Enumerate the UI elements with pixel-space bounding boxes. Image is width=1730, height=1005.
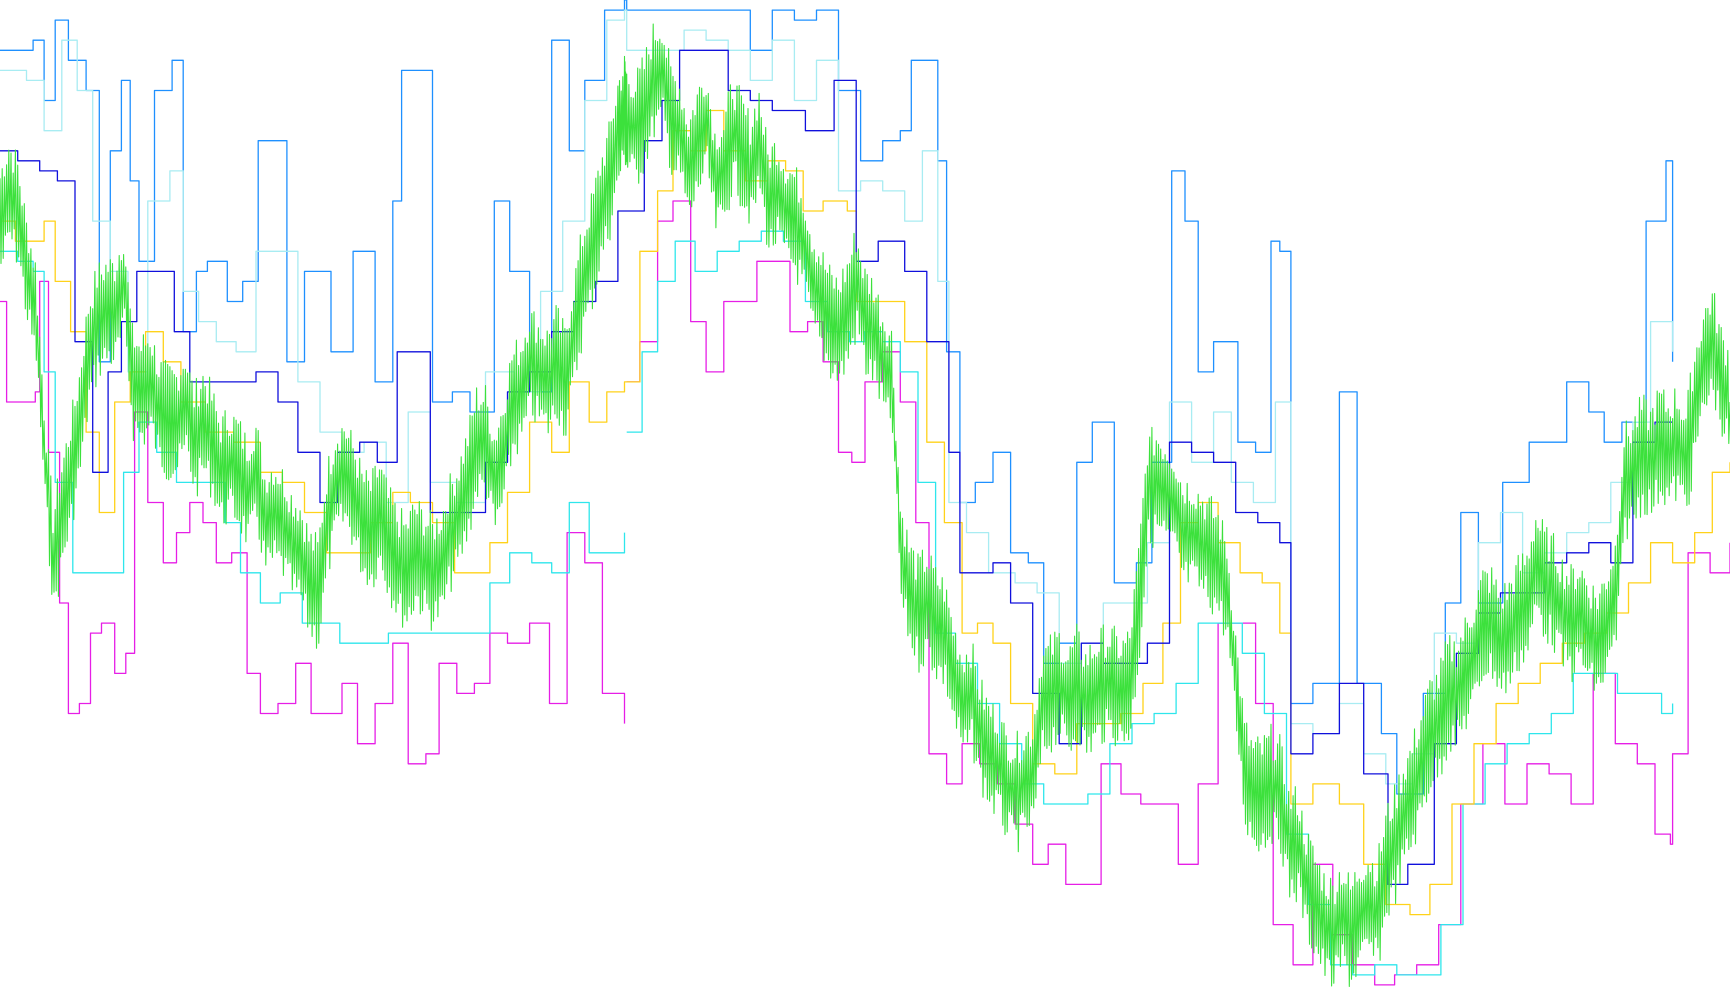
- series-inner-lower: [0, 230, 1674, 976]
- series-line-outer-upper: [0, 0, 1674, 795]
- series-basis: [0, 49, 1673, 886]
- series-price: [0, 23, 1730, 988]
- series-line-outer-lower-seg-1: [626, 200, 1730, 986]
- series-line-inner-lower-seg-1: [626, 230, 1674, 976]
- series-line-basis: [0, 49, 1673, 886]
- series-line-inner-upper: [0, 9, 1674, 785]
- series-outer-upper: [0, 0, 1674, 795]
- series-line-inner-lower-seg-0: [0, 250, 626, 644]
- series-inner-upper: [0, 9, 1674, 785]
- series-line-price: [0, 23, 1730, 988]
